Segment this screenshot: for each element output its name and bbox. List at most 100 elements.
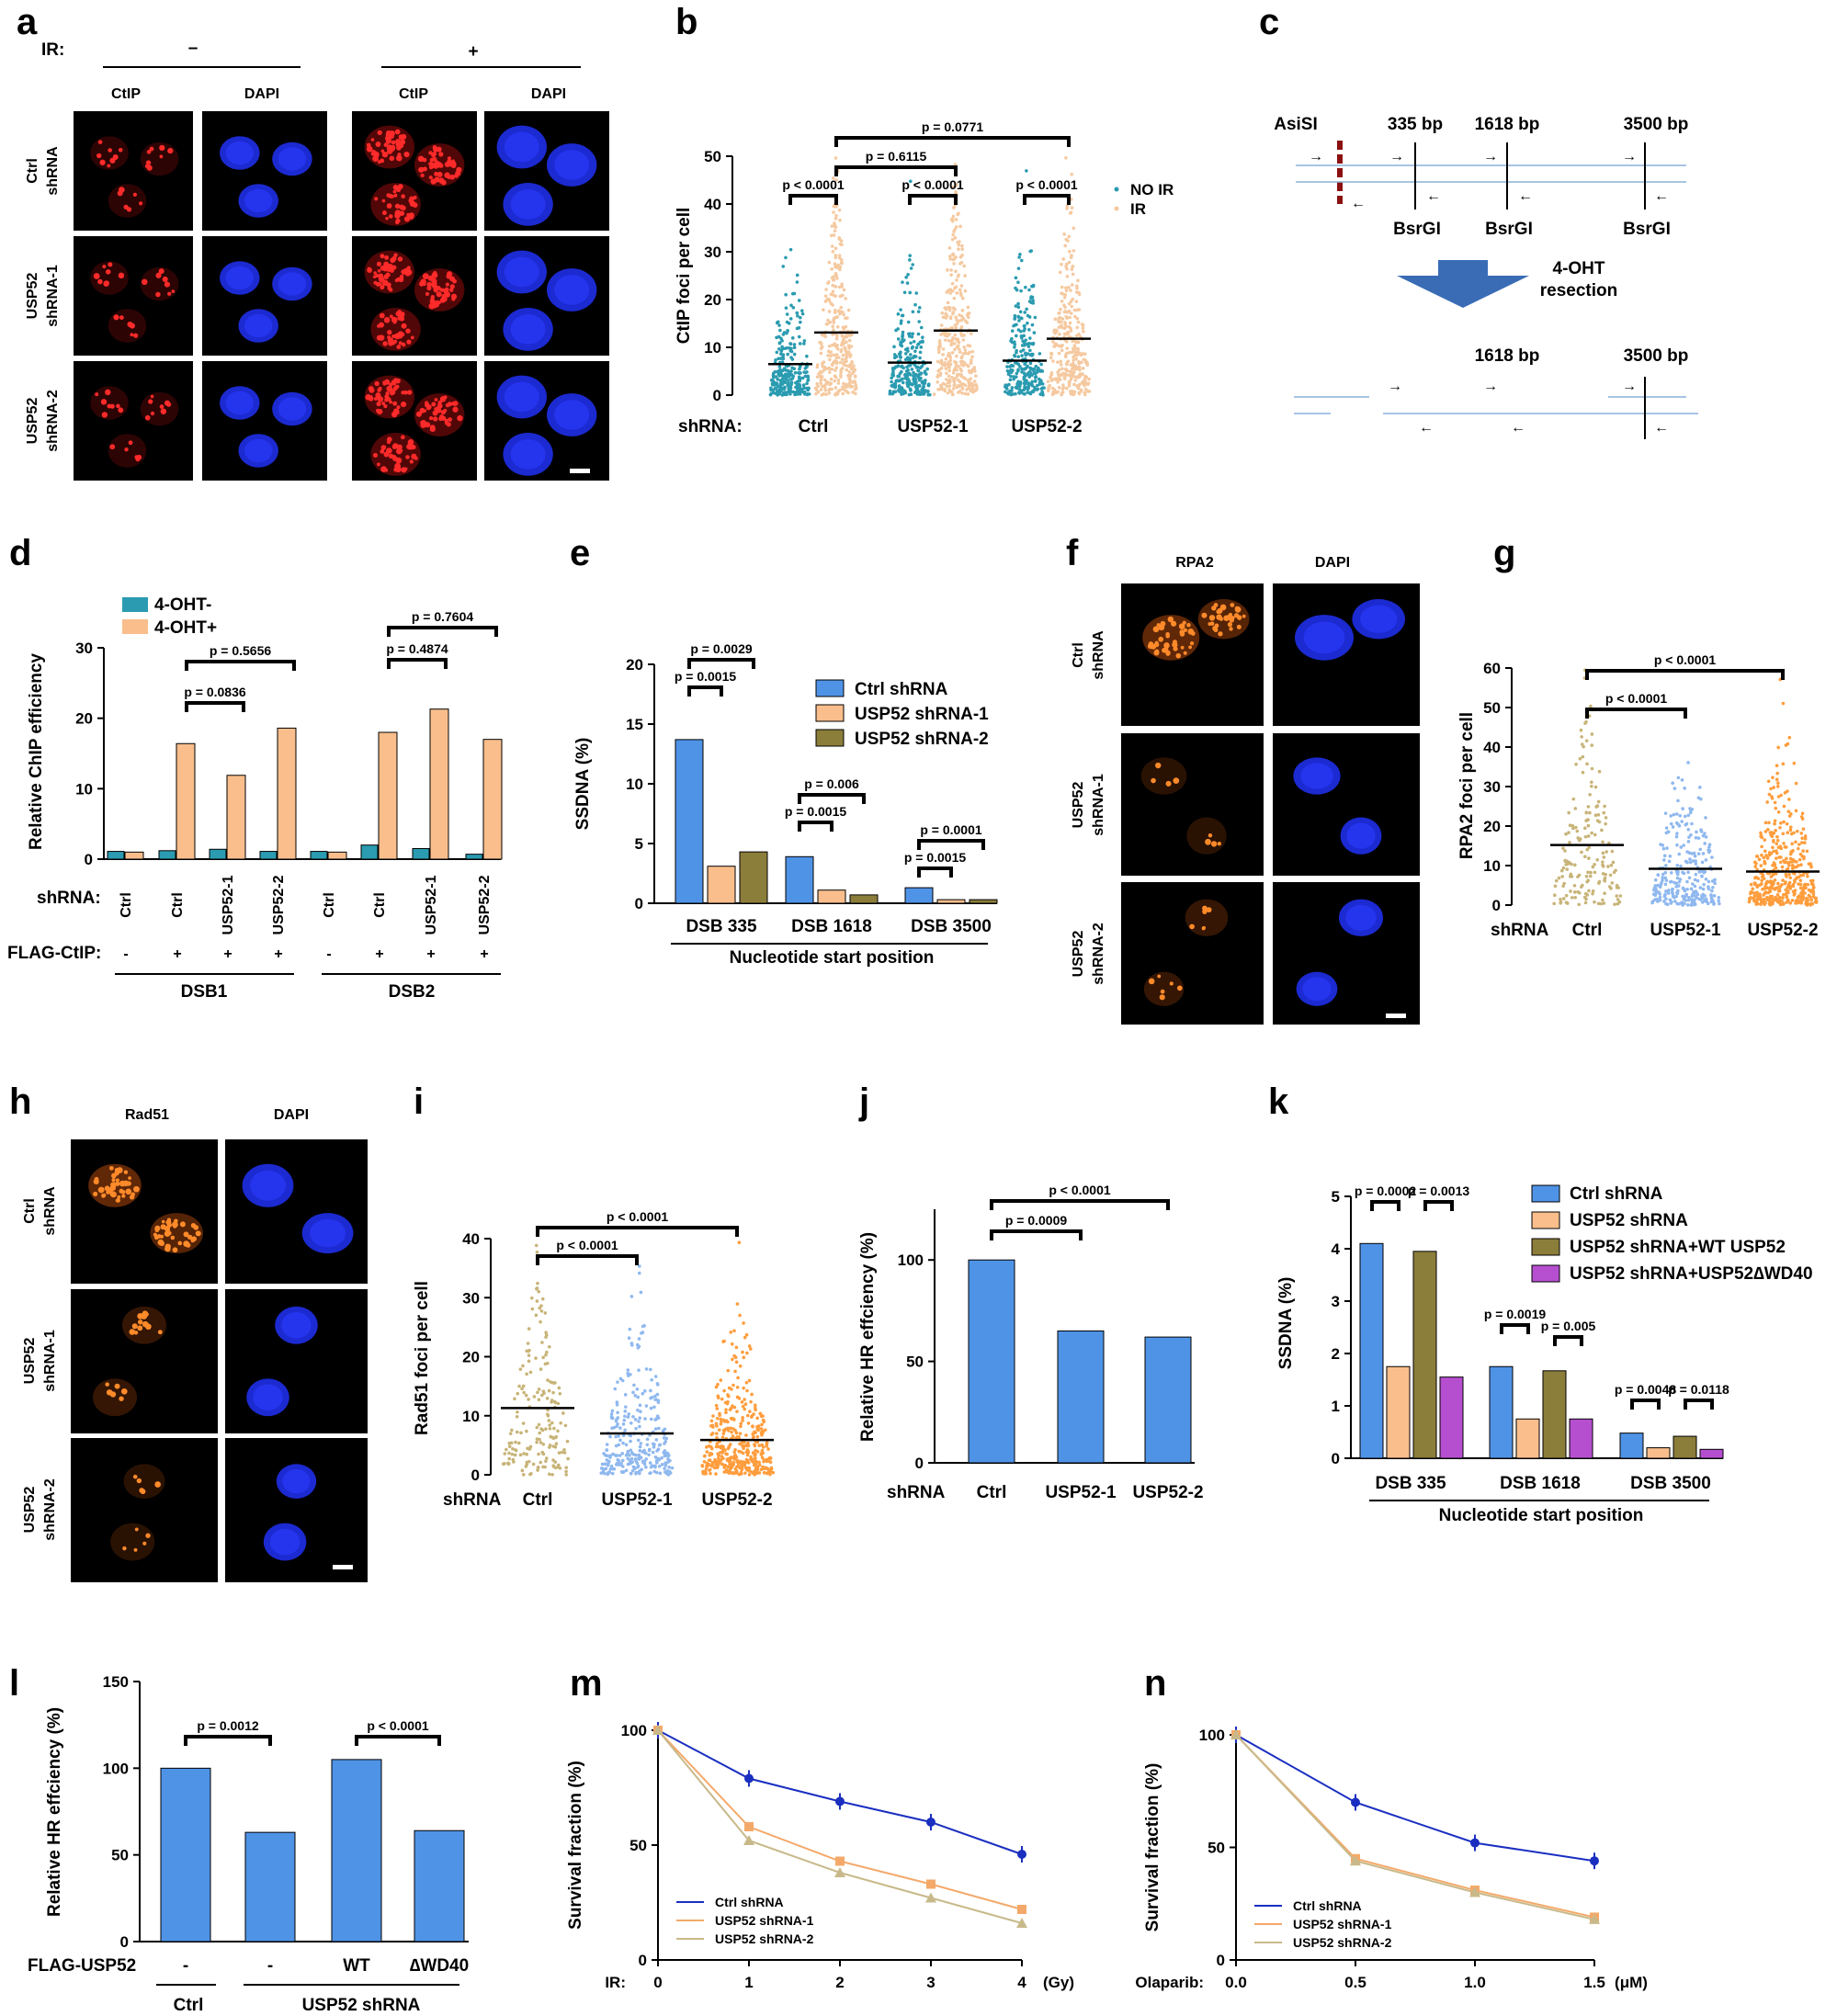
c-bp2-3500: 3500 bp xyxy=(1624,346,1689,366)
m-pt-2-4 xyxy=(1016,1918,1027,1928)
e-legend-1: USP52 shRNA-1 xyxy=(855,705,989,724)
d-legend-pos: 4-OHT+ xyxy=(154,618,217,638)
g-swarm-0 xyxy=(1552,668,1623,907)
g-ytick-label: 40 xyxy=(1483,739,1501,756)
f-row-label-2: USP52 xyxy=(1071,782,1086,829)
b-bracket-2-label: p < 0.0001 xyxy=(1015,177,1078,192)
e-ylabel: SSDNA (%) xyxy=(573,738,593,831)
n-line-2 xyxy=(1235,1734,1595,1920)
f-row-label-1: Ctrl xyxy=(1071,642,1086,668)
g-ylabel: RPA2 foci per cell xyxy=(1457,712,1477,859)
c-bp2-1618: 1618 bp xyxy=(1475,346,1540,366)
d-shrna-label: shRNA: xyxy=(37,889,101,908)
e-ytick-label: 5 xyxy=(635,835,643,853)
m-legend-2: USP52 shRNA-2 xyxy=(715,1931,814,1946)
d-bracket-1 xyxy=(185,701,245,712)
ctip-tile-ir-3 xyxy=(352,361,477,481)
h-scale-bar xyxy=(333,1565,353,1569)
j-ytick-label: 100 xyxy=(898,1252,924,1269)
e-xlabel-0: DSB 335 xyxy=(686,917,757,936)
i-swarm-1 xyxy=(599,1264,675,1477)
b-legend-noir: NO IR xyxy=(1130,181,1174,198)
k-bracket-4 xyxy=(1630,1399,1661,1410)
ir-label: IR: xyxy=(41,40,64,60)
m-xtick-label-4: 4 xyxy=(1017,1974,1026,1991)
d-bracket-3 xyxy=(387,658,448,669)
k-bracket-3 xyxy=(1553,1335,1583,1346)
i-swarm-0 xyxy=(501,1243,570,1477)
c-primer-1: ← xyxy=(1426,188,1441,204)
i-ylabel: Rad51 foci per cell xyxy=(413,1281,432,1435)
j-bracket-1 xyxy=(990,1229,1083,1240)
n-legend-0: Ctrl shRNA xyxy=(1293,1898,1362,1913)
c-bsrgi-0: BsrGI xyxy=(1393,220,1441,239)
b-swarm-ir-2 xyxy=(1046,155,1092,397)
l-xtick-3: ∆WD40 xyxy=(410,1956,469,1976)
b-swarm-noir-0 xyxy=(768,247,811,397)
n-pt-2-1 xyxy=(1350,1855,1361,1866)
k-legend-swatch-0 xyxy=(1531,1184,1560,1203)
d-bar-neg-4 xyxy=(310,851,328,860)
c-bp-335: 335 bp xyxy=(1388,115,1443,134)
g-xlabel-0: Ctrl xyxy=(1572,921,1603,940)
b-shrna-label: shRNA: xyxy=(678,417,743,436)
j-bar-1 xyxy=(1057,1330,1105,1464)
e-legend-swatch-2 xyxy=(815,729,845,747)
c-resection-arrow xyxy=(1396,260,1529,308)
l-ylabel: Relative HR effciency (%) xyxy=(45,1707,64,1917)
b-swarm-noir-1 xyxy=(888,179,932,397)
d-xtick-7: USP52-2 xyxy=(477,875,493,934)
m-pt-2-1 xyxy=(743,1835,754,1845)
g-xlabel-1: USP52-1 xyxy=(1650,921,1721,940)
b-ytick-label: 30 xyxy=(704,244,721,261)
m-pt-2-0 xyxy=(652,1725,663,1735)
d-legend-swatch-neg xyxy=(122,597,148,612)
k-xlabel-2: DSB 3500 xyxy=(1630,1474,1711,1493)
n-ytick-label: 0 xyxy=(1217,1952,1225,1969)
e-bracket-1 xyxy=(687,685,723,697)
k-bracket-0 xyxy=(1370,1200,1400,1211)
j-ytick-label: 50 xyxy=(906,1353,924,1371)
e-bracket-4-label: p = 0.0001 xyxy=(920,822,982,837)
d-xtick-5: Ctrl xyxy=(372,892,388,918)
g-xlabel-2: USP52-2 xyxy=(1747,921,1818,940)
d-flag-6: + xyxy=(426,946,435,962)
panel-letter-a: a xyxy=(17,2,38,42)
n-xtick-label-2: 1.0 xyxy=(1464,1974,1486,1991)
f-row-label-3: USP52 xyxy=(1071,931,1086,978)
b-bracket-4 xyxy=(834,136,1071,147)
k-ylabel: SSDNA (%) xyxy=(1276,1277,1296,1370)
f-rpa2-tile-2 xyxy=(1121,733,1264,876)
e-bracket-5-label: p = 0.0015 xyxy=(904,850,967,865)
m-legend-1: USP52 shRNA-1 xyxy=(715,1913,814,1928)
h-row-label-1: Ctrl xyxy=(22,1198,38,1224)
n-line-1 xyxy=(1235,1734,1595,1919)
j-xlabel-0: Ctrl xyxy=(977,1483,1007,1502)
e-ytick-label: 20 xyxy=(626,656,643,674)
panel-letter-c: c xyxy=(1259,2,1280,42)
m-xtick-label-0: 0 xyxy=(653,1974,662,1991)
n-ytick-label: 100 xyxy=(1199,1727,1225,1744)
l-flag-label: FLAG-USP52 xyxy=(28,1956,136,1976)
j-bar-2 xyxy=(1144,1336,1192,1464)
d-flag-0: - xyxy=(123,946,128,962)
k-bracket-3-label: p = 0.005 xyxy=(1541,1319,1596,1333)
l-group-2: USP52 shRNA xyxy=(302,1996,421,2015)
a-scale-bar xyxy=(570,469,590,473)
k-bracket-4-label: p = 0.0048 xyxy=(1615,1382,1677,1397)
panel-letter-e: e xyxy=(570,533,591,573)
c-bsrgi-1: BsrGI xyxy=(1485,220,1533,239)
a-row-label-1b: shRNA xyxy=(45,146,61,196)
k-ytick-label: 1 xyxy=(1332,1398,1340,1415)
k-bar-2-2 xyxy=(1673,1435,1697,1459)
j-bracket-0 xyxy=(990,1199,1170,1210)
b-bracket-1-label: p < 0.0001 xyxy=(901,177,964,192)
e-legend-swatch-1 xyxy=(815,704,845,722)
e-xlabel-1: DSB 1618 xyxy=(791,917,872,936)
a-stain-dapi: DAPI xyxy=(244,86,279,102)
b-swarm-ir-1 xyxy=(932,163,979,397)
b-ytick-label: 50 xyxy=(704,148,721,165)
l-bar-1 xyxy=(244,1831,296,1942)
dapi-tile-ir-2 xyxy=(484,236,609,356)
ctip-tile-ir-2 xyxy=(352,236,477,356)
